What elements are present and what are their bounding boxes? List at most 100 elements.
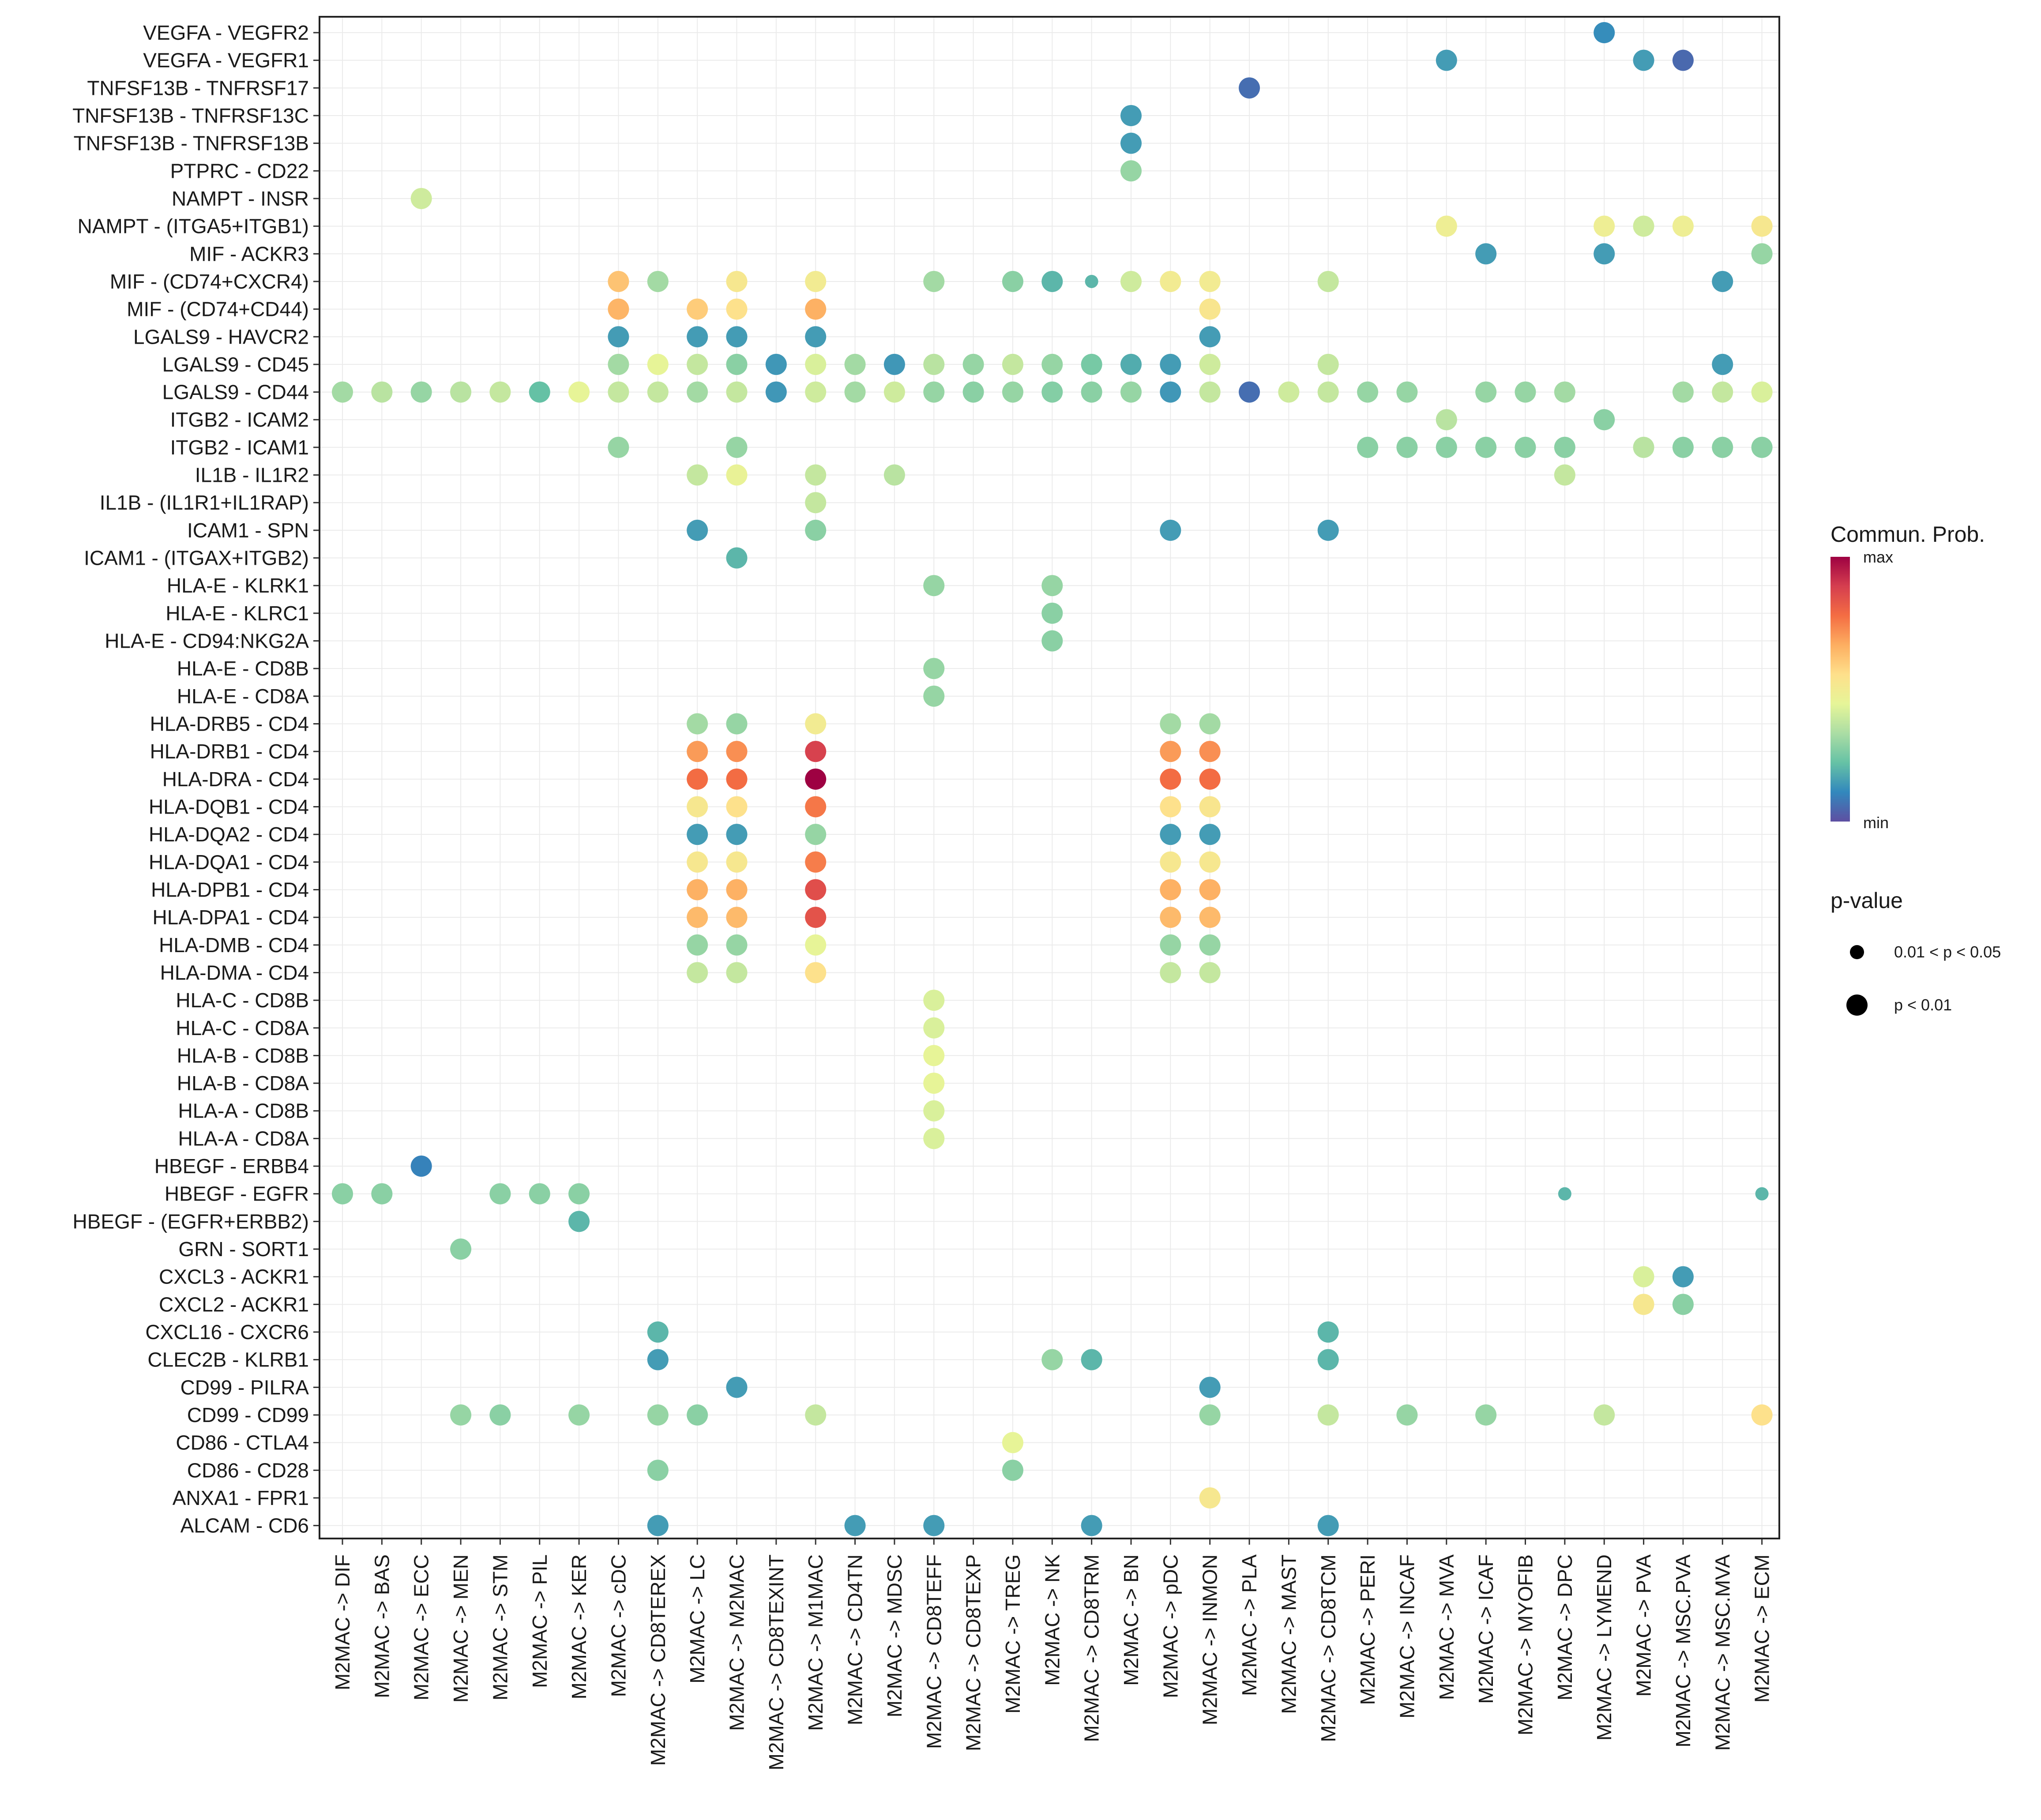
- data-point: [1633, 436, 1654, 458]
- size-legend-large-label: p < 0.01: [1894, 996, 1952, 1014]
- data-point: [1554, 381, 1575, 403]
- data-point: [1475, 436, 1497, 458]
- data-point: [1199, 796, 1221, 818]
- y-tick-label: CXCL16 - CXCR6: [145, 1321, 309, 1343]
- data-point: [687, 824, 708, 845]
- data-point: [1672, 381, 1694, 403]
- data-point: [805, 381, 827, 403]
- data-point: [805, 741, 827, 762]
- y-tick-label: ANXA1 - FPR1: [173, 1486, 309, 1509]
- data-point: [805, 270, 827, 292]
- data-point: [1554, 464, 1575, 486]
- data-point: [1120, 381, 1142, 403]
- data-point: [608, 353, 629, 375]
- data-point: [608, 381, 629, 403]
- data-point: [726, 713, 748, 735]
- data-point: [332, 1183, 353, 1205]
- data-point: [1041, 1349, 1063, 1370]
- data-point: [1041, 630, 1063, 652]
- y-tick-label: TNFSF13B - TNFRSF13B: [74, 132, 309, 155]
- data-point: [687, 381, 708, 403]
- data-point: [1199, 270, 1221, 292]
- y-tick-label: MIF - (CD74+CD44): [127, 298, 309, 321]
- data-point: [1712, 353, 1733, 375]
- data-point: [1357, 381, 1379, 403]
- x-axis-labels: M2MAC -> DIF M2MAC -> BAS M2MAC -> ECC M2MA…: [331, 1554, 1774, 1771]
- data-point: [687, 741, 708, 762]
- x-tick-label: M2MAC -> CD8TEFF: [922, 1554, 945, 1749]
- data-point: [1594, 215, 1615, 237]
- data-point: [1160, 713, 1181, 735]
- data-point: [1199, 851, 1221, 873]
- data-point: [1239, 77, 1260, 99]
- data-point: [1041, 270, 1063, 292]
- data-point: [1751, 243, 1773, 265]
- color-legend: Commun. Prob. max min: [1831, 522, 1985, 832]
- data-point: [1081, 1349, 1102, 1370]
- data-point: [608, 270, 629, 292]
- data-point: [1712, 436, 1733, 458]
- data-point: [1002, 381, 1023, 403]
- x-tick-label: M2MAC -> M1MAC: [804, 1554, 827, 1731]
- data-point: [1002, 1432, 1023, 1453]
- data-point: [1633, 215, 1654, 237]
- y-tick-label: HLA-DMA - CD4: [160, 961, 309, 984]
- data-point: [805, 907, 827, 928]
- y-tick-label: PTPRC - CD22: [170, 159, 309, 182]
- data-point: [1751, 381, 1773, 403]
- data-point: [805, 851, 827, 873]
- y-tick-label: HLA-DQA2 - CD4: [149, 823, 309, 846]
- y-tick-label: LGALS9 - HAVCR2: [133, 325, 309, 348]
- y-tick-label: HBEGF - EGFR: [165, 1182, 309, 1205]
- x-tick-label: M2MAC -> ICAF: [1474, 1554, 1497, 1704]
- data-point: [1672, 436, 1694, 458]
- data-point: [647, 1404, 669, 1426]
- data-point: [687, 713, 708, 735]
- data-point: [1436, 409, 1457, 431]
- data-point: [647, 1515, 669, 1536]
- data-point: [1558, 1187, 1571, 1201]
- data-point: [332, 381, 353, 403]
- data-point: [726, 768, 748, 790]
- y-tick-label: ICAM1 - (ITGAX+ITGB2): [84, 547, 309, 570]
- x-tick-label: M2MAC -> MAST: [1277, 1554, 1300, 1714]
- data-point: [1317, 1349, 1339, 1370]
- data-point: [608, 436, 629, 458]
- y-tick-label: CD86 - CD28: [187, 1459, 309, 1482]
- y-tick-label: IL1B - (IL1R1+IL1RAP): [100, 491, 309, 514]
- x-tick-label: M2MAC -> PLA: [1238, 1554, 1261, 1696]
- x-tick-label: M2MAC -> MVA: [1435, 1554, 1458, 1700]
- data-point: [1160, 353, 1181, 375]
- data-point: [1317, 270, 1339, 292]
- data-point: [726, 1377, 748, 1398]
- data-point: [1041, 353, 1063, 375]
- data-point: [1672, 1266, 1694, 1287]
- data-point: [568, 1183, 590, 1205]
- data-point: [805, 796, 827, 818]
- data-point: [1199, 381, 1221, 403]
- y-tick-label: HLA-DQA1 - CD4: [149, 851, 309, 874]
- data-point: [883, 381, 905, 403]
- x-tick-label: M2MAC -> MSC.PVA: [1672, 1554, 1695, 1748]
- data-point: [1317, 519, 1339, 541]
- data-point: [1672, 1294, 1694, 1315]
- data-point: [529, 1183, 550, 1205]
- x-tick-label: M2MAC -> TREG: [1001, 1554, 1024, 1714]
- x-tick-label: M2MAC -> BN: [1120, 1554, 1143, 1686]
- data-point: [1317, 1404, 1339, 1426]
- data-point: [883, 353, 905, 375]
- data-point: [647, 1460, 669, 1481]
- data-point: [1515, 381, 1536, 403]
- data-point: [647, 381, 669, 403]
- data-point: [1199, 713, 1221, 735]
- data-point: [1199, 962, 1221, 983]
- data-point: [726, 879, 748, 901]
- data-point: [1085, 274, 1098, 288]
- data-point: [805, 519, 827, 541]
- x-tick-label: M2MAC -> ECM: [1751, 1554, 1774, 1703]
- data-point: [371, 1183, 393, 1205]
- x-tick-label: M2MAC -> INMON: [1199, 1554, 1222, 1725]
- x-tick-label: M2MAC -> MSC.MVA: [1711, 1554, 1734, 1751]
- data-point: [1396, 436, 1418, 458]
